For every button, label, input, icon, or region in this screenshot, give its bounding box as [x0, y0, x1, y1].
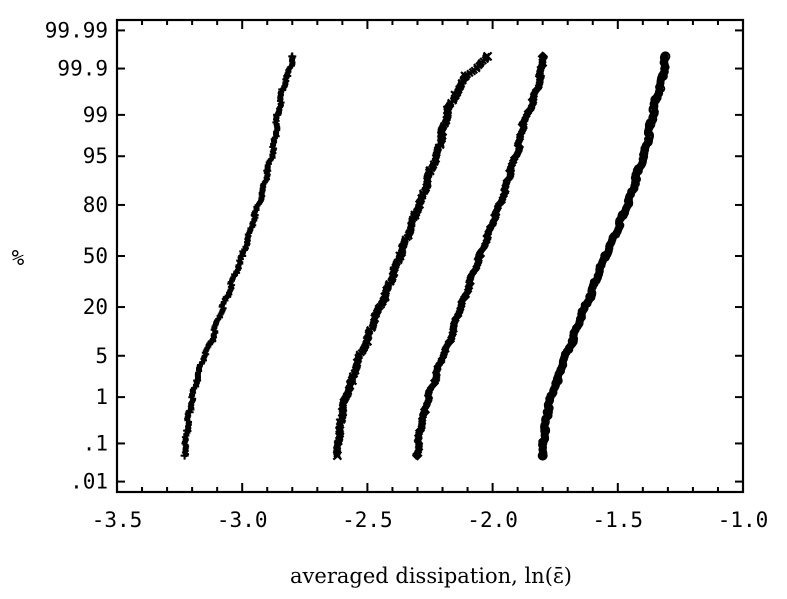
- x-tick-label: -1.5: [593, 508, 644, 532]
- data-point-plus: [193, 376, 202, 385]
- data-point-cross: [347, 375, 358, 386]
- data-point-diamond: [535, 70, 546, 82]
- y-tick-label: 50: [83, 244, 108, 268]
- data-point-diamond: [412, 450, 423, 461]
- data-point-cross: [395, 251, 405, 261]
- x-tick-label: -3.0: [217, 508, 268, 532]
- data-point-diamond: [429, 375, 441, 386]
- data-point-circle: [585, 291, 596, 302]
- data-point-cross: [335, 425, 345, 436]
- data-point-plus: [278, 85, 287, 94]
- data-point-cross: [425, 165, 435, 176]
- data-point-plus: [185, 408, 194, 417]
- data-point-circle: [650, 94, 661, 105]
- y-tick-label: 80: [83, 193, 108, 217]
- x-tick-labels: -3.5 -3.0 -2.5 -2.0 -1.5 -1.0: [92, 508, 769, 532]
- data-point-diamond: [419, 407, 431, 418]
- data-point-plus: [288, 52, 297, 61]
- data-point-cross: [362, 336, 373, 347]
- x-tick-label: -1.0: [718, 508, 769, 532]
- data-point-circle: [552, 375, 563, 386]
- data-point-diamond: [414, 425, 426, 436]
- data-point-circle: [537, 450, 548, 461]
- data-point-diamond: [474, 250, 486, 262]
- data-point-cross: [332, 450, 343, 461]
- data-point-cross: [380, 292, 390, 302]
- y-tick-label: .1: [83, 431, 108, 455]
- y-tick-label: 5: [95, 344, 108, 368]
- data-point-circle: [600, 251, 611, 261]
- data-point-plus: [238, 252, 247, 260]
- series-diamond: [411, 51, 549, 461]
- data-point-cross: [460, 71, 470, 81]
- y-tick-label: 1: [95, 385, 108, 409]
- data-point-circle: [567, 336, 578, 347]
- data-series: [180, 51, 671, 461]
- data-point-diamond: [537, 51, 548, 62]
- data-point-diamond: [504, 165, 516, 176]
- data-point-plus: [273, 110, 282, 119]
- x-tick-label: -2.0: [467, 508, 518, 532]
- series-plus: [180, 52, 297, 460]
- y-tick-label: 99.9: [57, 57, 108, 81]
- x-tick-label: -3.5: [92, 508, 143, 532]
- x-axis-title: averaged dissipation, ln(ε̄): [290, 564, 572, 588]
- data-point-diamond: [527, 94, 538, 105]
- data-point-cross: [437, 126, 448, 137]
- data-point-plus: [223, 292, 232, 301]
- data-point-cross: [482, 51, 493, 62]
- plot-frame: [115, 18, 745, 494]
- data-point-cross: [442, 105, 453, 115]
- y-axis-title: %: [12, 246, 25, 270]
- y-tick-label: 95: [83, 144, 108, 168]
- axis-ticks: [116, 20, 744, 492]
- data-point-circle: [657, 70, 668, 81]
- data-point-circle: [632, 165, 643, 176]
- y-tick-label: 20: [83, 295, 108, 319]
- data-point-plus: [208, 337, 217, 346]
- data-point-cross: [450, 90, 460, 100]
- data-point-plus: [180, 451, 189, 460]
- y-tick-label: 99.99: [45, 18, 108, 42]
- data-point-cross: [337, 407, 348, 418]
- data-point-circle: [660, 51, 671, 62]
- x-tick-label: -2.5: [342, 508, 393, 532]
- data-point-cross: [410, 210, 420, 220]
- y-tick-labels: .01 .1 1 5 20 50 80 95 99 99.9 99.99: [45, 18, 108, 493]
- series-circle: [537, 51, 671, 461]
- data-point-circle: [645, 119, 656, 130]
- y-tick-label: .01: [70, 470, 108, 494]
- series-cross: [332, 51, 493, 461]
- data-point-diamond: [517, 119, 528, 130]
- data-point-diamond: [444, 336, 456, 347]
- data-point-plus: [263, 166, 272, 175]
- data-point-plus: [250, 211, 259, 220]
- data-point-diamond: [489, 209, 501, 221]
- data-point-plus: [283, 71, 292, 80]
- data-point-circle: [540, 425, 551, 436]
- data-point-circle: [542, 407, 553, 418]
- y-tick-label: 99: [83, 103, 108, 127]
- data-point-diamond: [459, 291, 471, 303]
- data-point-plus: [183, 426, 192, 435]
- data-point-circle: [617, 210, 628, 221]
